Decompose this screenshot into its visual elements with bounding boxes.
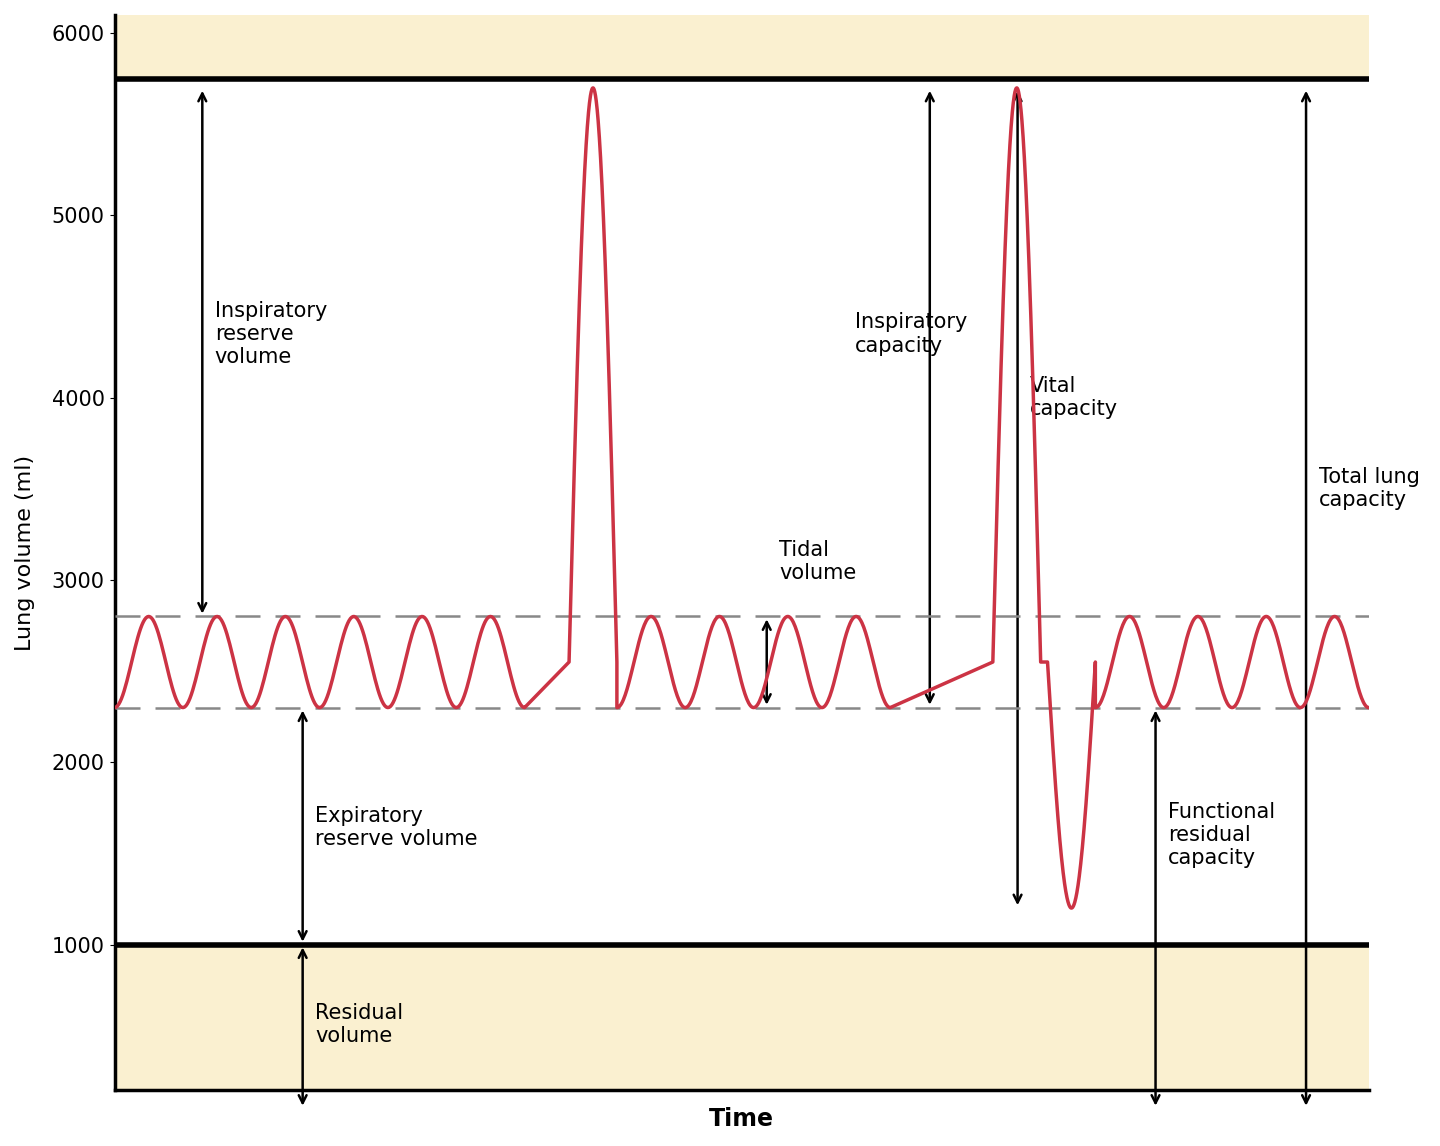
Text: Vital
capacity: Vital capacity [1030,376,1119,419]
Y-axis label: Lung volume (ml): Lung volume (ml) [14,455,35,651]
Bar [115,0,1369,79]
Text: Residual
volume: Residual volume [315,1003,403,1046]
Text: Total lung
capacity: Total lung capacity [1319,468,1420,510]
X-axis label: Time: Time [708,1107,775,1131]
Text: Inspiratory
reserve
volume: Inspiratory reserve volume [215,300,327,367]
Text: Tidal
volume: Tidal volume [779,540,857,583]
Text: Functional
residual
capacity: Functional residual capacity [1168,802,1276,869]
Bar [115,944,1369,1108]
Text: Inspiratory
capacity: Inspiratory capacity [854,313,966,355]
Text: Expiratory
reserve volume: Expiratory reserve volume [315,807,478,849]
